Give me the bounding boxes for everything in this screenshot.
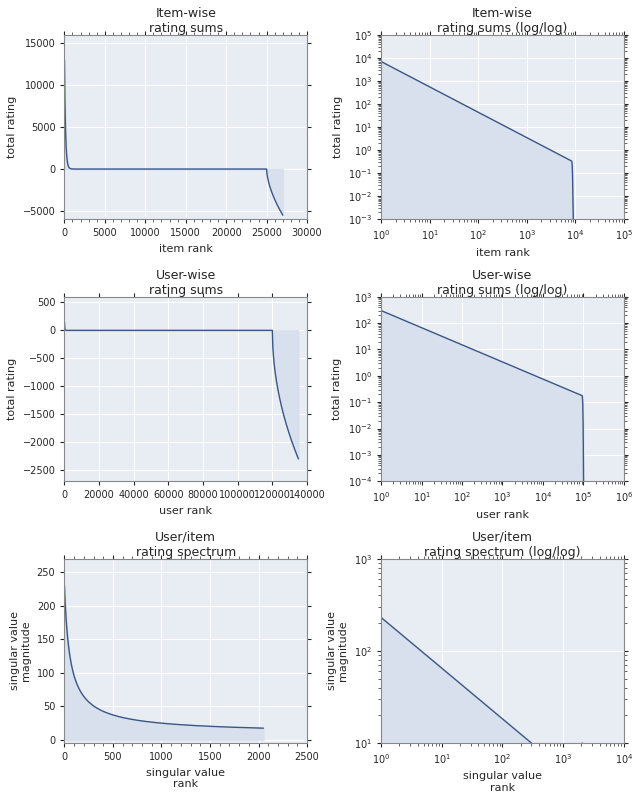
Title: User-wise
rating sums: User-wise rating sums: [148, 269, 223, 297]
X-axis label: item rank: item rank: [476, 248, 529, 258]
Title: User/item
rating spectrum: User/item rating spectrum: [136, 530, 236, 558]
Y-axis label: total rating: total rating: [332, 358, 342, 420]
X-axis label: user rank: user rank: [476, 510, 529, 519]
Title: User-wise
rating sums (log/log): User-wise rating sums (log/log): [437, 269, 568, 297]
Title: Item-wise
rating sums: Item-wise rating sums: [148, 7, 223, 35]
Y-axis label: total rating: total rating: [7, 96, 17, 158]
X-axis label: item rank: item rank: [159, 244, 212, 254]
Y-axis label: singular value
magnitude: singular value magnitude: [10, 611, 31, 690]
Title: Item-wise
rating sums (log/log): Item-wise rating sums (log/log): [437, 7, 568, 35]
X-axis label: user rank: user rank: [159, 506, 212, 516]
Y-axis label: total rating: total rating: [333, 96, 342, 158]
Y-axis label: total rating: total rating: [7, 358, 17, 420]
X-axis label: singular value
rank: singular value rank: [146, 768, 225, 790]
Y-axis label: singular value
magnitude: singular value magnitude: [326, 611, 348, 690]
X-axis label: singular value
rank: singular value rank: [463, 771, 542, 793]
Title: User/item
rating spectrum (log/log): User/item rating spectrum (log/log): [424, 530, 580, 558]
